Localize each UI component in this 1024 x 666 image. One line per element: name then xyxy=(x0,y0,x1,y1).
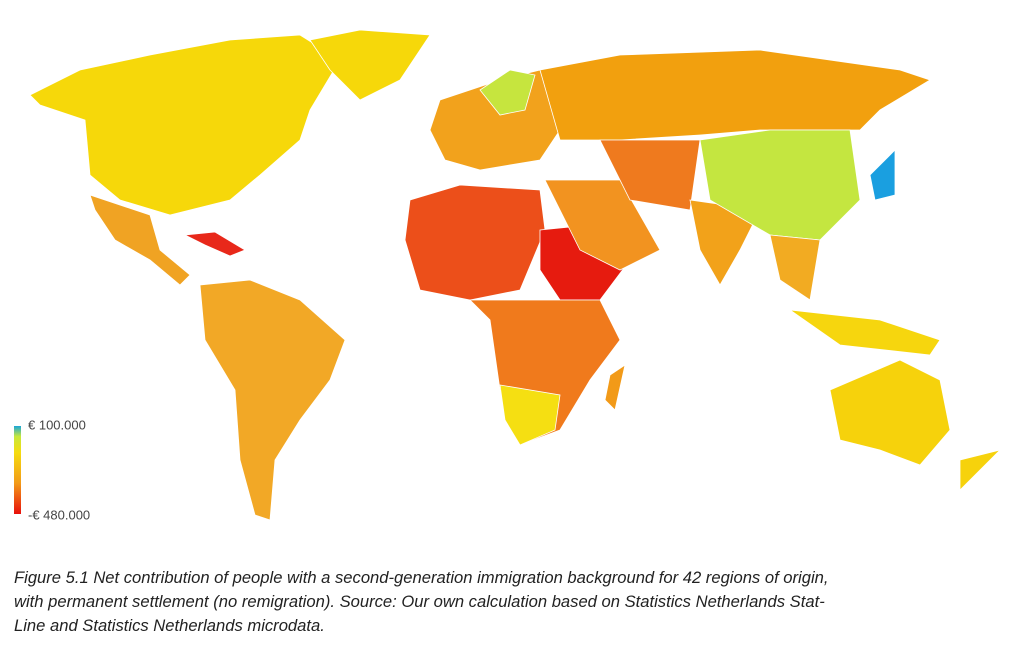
caption-line: Figure 5.1 Net contribution of people wi… xyxy=(14,568,829,587)
new-zealand xyxy=(959,449,1002,491)
greenland xyxy=(309,29,431,101)
central-america xyxy=(89,194,191,286)
central-asia xyxy=(599,139,701,211)
russia xyxy=(539,49,931,141)
madagascar xyxy=(604,364,626,411)
china xyxy=(699,129,861,241)
caption: Figure 5.1 Net contribution of people wi… xyxy=(14,566,1019,638)
southeast-asia xyxy=(769,234,821,301)
legend-min-label: -€ 480.000 xyxy=(28,507,90,522)
caribbean xyxy=(183,231,246,257)
middle-east xyxy=(544,179,661,271)
north-africa xyxy=(404,184,546,301)
scandinavia xyxy=(479,69,536,116)
australia xyxy=(829,359,951,466)
world-map: € 100.000 -€ 480.000 xyxy=(14,29,1002,522)
japan xyxy=(869,149,896,201)
southern-africa xyxy=(499,384,561,446)
indonesia xyxy=(789,309,941,356)
south-america xyxy=(199,279,346,521)
north-america xyxy=(29,34,341,216)
caption-line: with permanent settlement (no remigratio… xyxy=(14,592,825,611)
legend-gradient xyxy=(14,426,21,514)
legend-max-label: € 100.000 xyxy=(28,417,86,432)
continents xyxy=(29,29,1002,521)
caption-line: Line and Statistics Netherlands microdat… xyxy=(14,616,325,635)
